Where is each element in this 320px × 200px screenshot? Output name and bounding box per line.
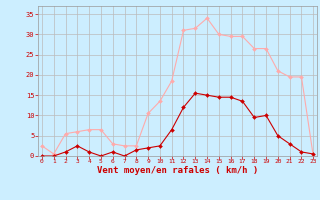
X-axis label: Vent moyen/en rafales ( km/h ): Vent moyen/en rafales ( km/h ) — [97, 166, 258, 175]
